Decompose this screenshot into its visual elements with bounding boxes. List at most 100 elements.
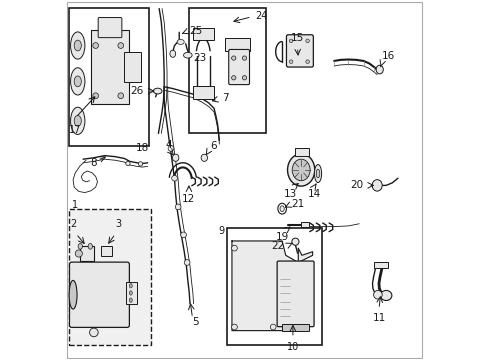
Ellipse shape [125, 161, 130, 166]
Text: 19: 19 [275, 232, 288, 242]
Ellipse shape [305, 39, 309, 42]
Text: 17: 17 [69, 125, 81, 135]
Ellipse shape [78, 243, 82, 249]
Ellipse shape [289, 60, 292, 63]
Ellipse shape [74, 76, 81, 87]
Ellipse shape [70, 32, 85, 59]
Text: 1: 1 [72, 201, 78, 211]
Text: 24: 24 [255, 11, 267, 21]
Bar [126, 282, 137, 304]
Text: 7: 7 [222, 93, 228, 103]
Text: 4: 4 [165, 140, 171, 149]
Ellipse shape [231, 245, 237, 251]
Ellipse shape [69, 280, 77, 309]
Text: 20: 20 [350, 180, 363, 190]
Ellipse shape [270, 324, 276, 330]
Ellipse shape [74, 40, 81, 51]
Bar [69, 8, 149, 146]
Bar [282, 324, 308, 330]
Ellipse shape [373, 291, 382, 299]
Ellipse shape [289, 39, 292, 42]
Text: 12: 12 [182, 194, 195, 204]
Text: 3: 3 [115, 220, 121, 229]
Ellipse shape [138, 162, 142, 166]
Ellipse shape [153, 88, 162, 94]
Text: 13: 13 [283, 189, 296, 199]
Ellipse shape [371, 180, 382, 191]
Bar [80, 246, 94, 261]
Ellipse shape [314, 165, 321, 183]
Text: 26: 26 [130, 86, 143, 96]
Bar [101, 246, 112, 256]
Ellipse shape [171, 175, 177, 181]
Text: 14: 14 [307, 189, 321, 199]
Ellipse shape [129, 298, 132, 302]
Ellipse shape [201, 154, 207, 161]
Bar [226, 228, 321, 345]
FancyBboxPatch shape [98, 18, 122, 38]
Ellipse shape [380, 291, 391, 301]
Bar [69, 209, 151, 345]
Ellipse shape [180, 232, 186, 238]
Ellipse shape [89, 328, 98, 337]
Ellipse shape [129, 284, 132, 288]
Ellipse shape [93, 42, 99, 48]
Ellipse shape [70, 68, 85, 95]
Text: 23: 23 [192, 53, 205, 63]
Text: 22: 22 [271, 241, 284, 251]
Ellipse shape [118, 42, 123, 48]
Ellipse shape [118, 93, 123, 99]
FancyBboxPatch shape [277, 261, 313, 327]
Ellipse shape [292, 159, 309, 181]
Ellipse shape [75, 250, 82, 257]
Bar [188, 8, 265, 134]
Ellipse shape [231, 76, 235, 80]
Ellipse shape [88, 243, 92, 249]
Ellipse shape [93, 93, 99, 99]
Ellipse shape [316, 169, 319, 178]
FancyBboxPatch shape [228, 49, 249, 85]
Bar [373, 262, 387, 268]
Ellipse shape [231, 56, 235, 60]
Ellipse shape [129, 291, 132, 295]
Ellipse shape [291, 238, 298, 245]
Polygon shape [231, 241, 312, 330]
FancyBboxPatch shape [286, 35, 313, 67]
Ellipse shape [242, 56, 246, 60]
Ellipse shape [183, 52, 192, 58]
Text: 9: 9 [218, 226, 224, 235]
Text: 18: 18 [135, 143, 149, 153]
Ellipse shape [74, 116, 81, 126]
Text: 6: 6 [210, 141, 217, 150]
Bar [192, 86, 214, 99]
Bar [294, 148, 308, 156]
Ellipse shape [168, 145, 174, 151]
Text: 8: 8 [90, 158, 96, 168]
FancyBboxPatch shape [123, 52, 141, 82]
Ellipse shape [287, 154, 314, 186]
FancyBboxPatch shape [69, 262, 129, 327]
Text: 2: 2 [70, 220, 76, 229]
Bar [224, 39, 249, 51]
Bar [301, 222, 308, 227]
Ellipse shape [375, 65, 383, 74]
Ellipse shape [172, 154, 179, 161]
Text: 15: 15 [290, 33, 304, 43]
Ellipse shape [177, 40, 184, 44]
Ellipse shape [231, 324, 237, 330]
Text: 10: 10 [286, 342, 299, 352]
Ellipse shape [175, 204, 181, 210]
Ellipse shape [169, 50, 175, 57]
Ellipse shape [280, 206, 284, 212]
Text: 21: 21 [290, 199, 304, 210]
Text: 5: 5 [192, 317, 199, 327]
Ellipse shape [242, 76, 246, 80]
Text: 16: 16 [381, 51, 394, 61]
FancyBboxPatch shape [91, 31, 128, 104]
Bar [192, 28, 214, 40]
Text: 25: 25 [188, 26, 202, 36]
Ellipse shape [70, 107, 85, 134]
Ellipse shape [305, 60, 309, 63]
Ellipse shape [184, 260, 190, 265]
Text: 11: 11 [371, 314, 385, 323]
